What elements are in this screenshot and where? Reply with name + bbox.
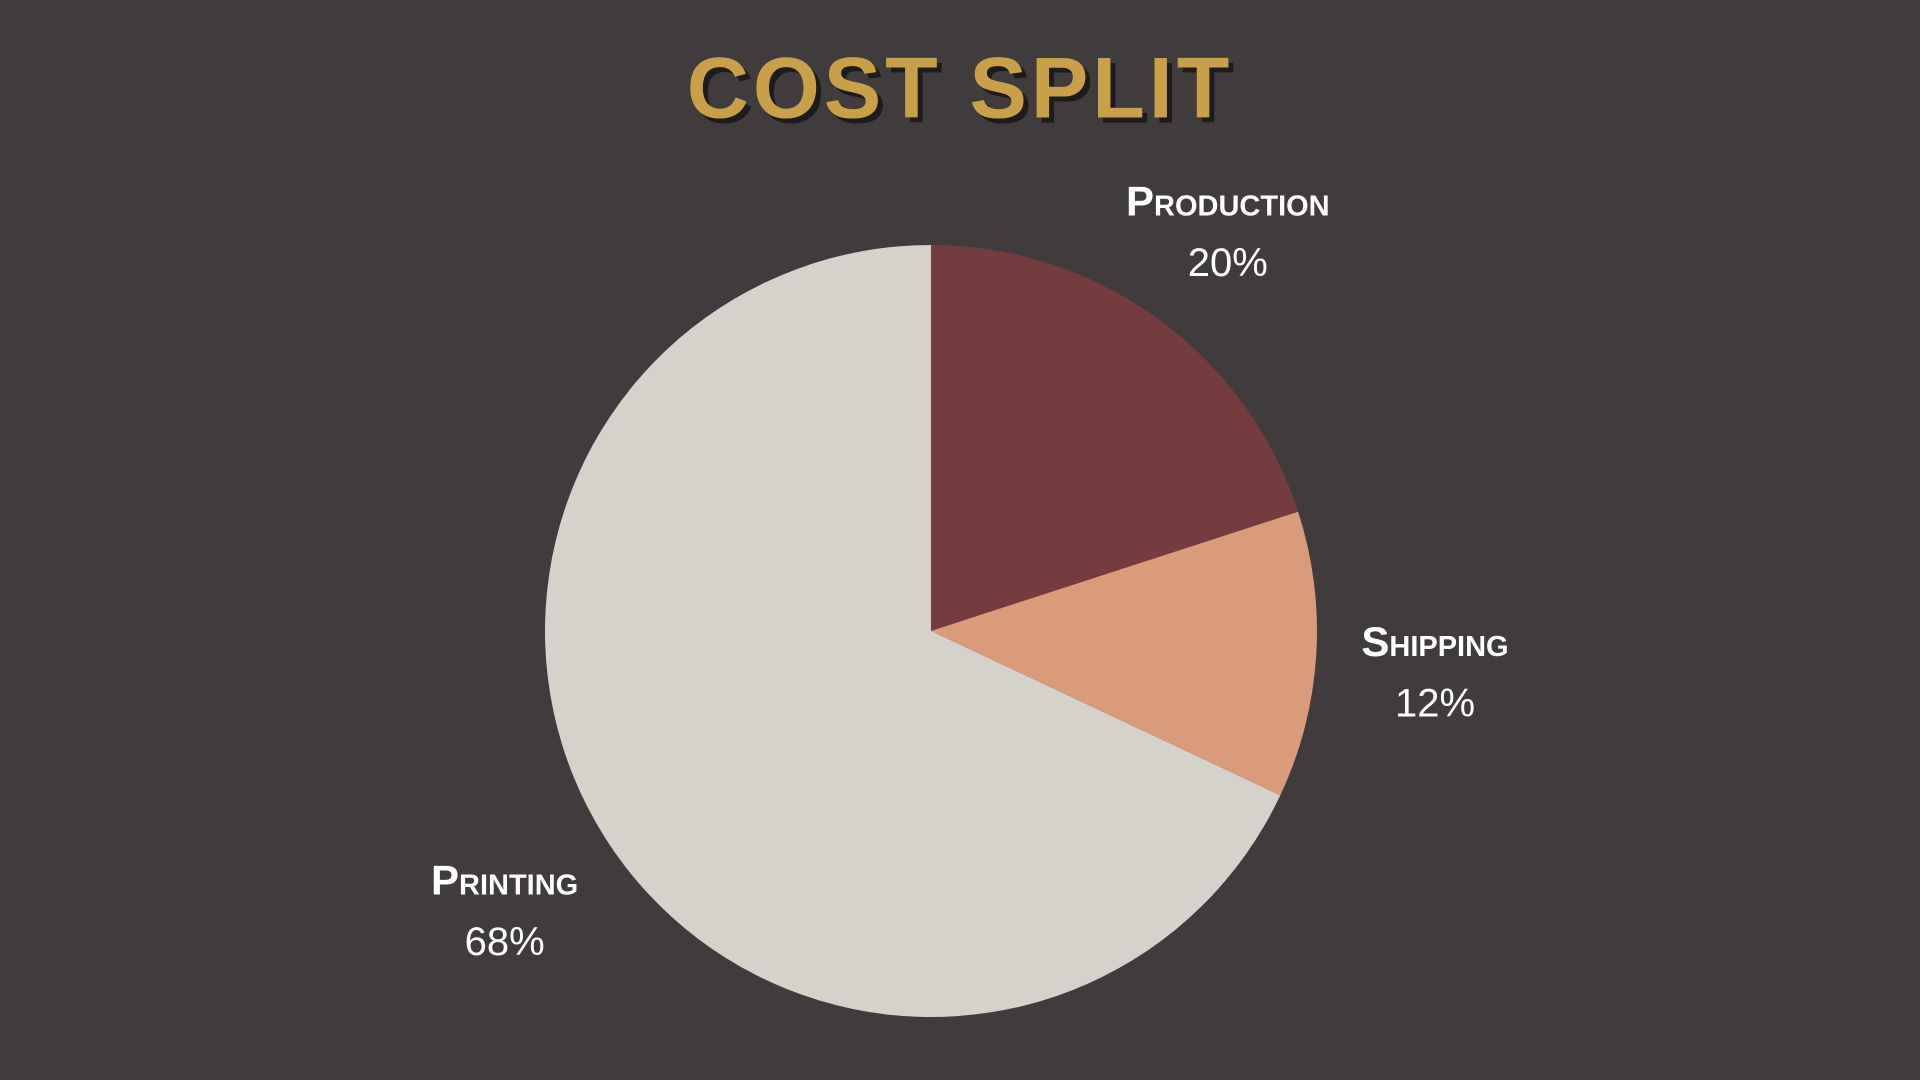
slice-label: Shipping	[1361, 618, 1508, 665]
slice-label: Printing	[431, 857, 578, 904]
slice-value: 68%	[465, 920, 545, 964]
pie-slice	[544, 245, 1281, 1017]
slice-label: Production	[1126, 178, 1330, 225]
pie-slice	[931, 511, 1317, 796]
slice-value: 20%	[1188, 241, 1268, 285]
slice-value: 12%	[1395, 681, 1475, 725]
pie-slice	[931, 245, 1299, 631]
chart-title: COST SPLIT	[687, 41, 1233, 137]
